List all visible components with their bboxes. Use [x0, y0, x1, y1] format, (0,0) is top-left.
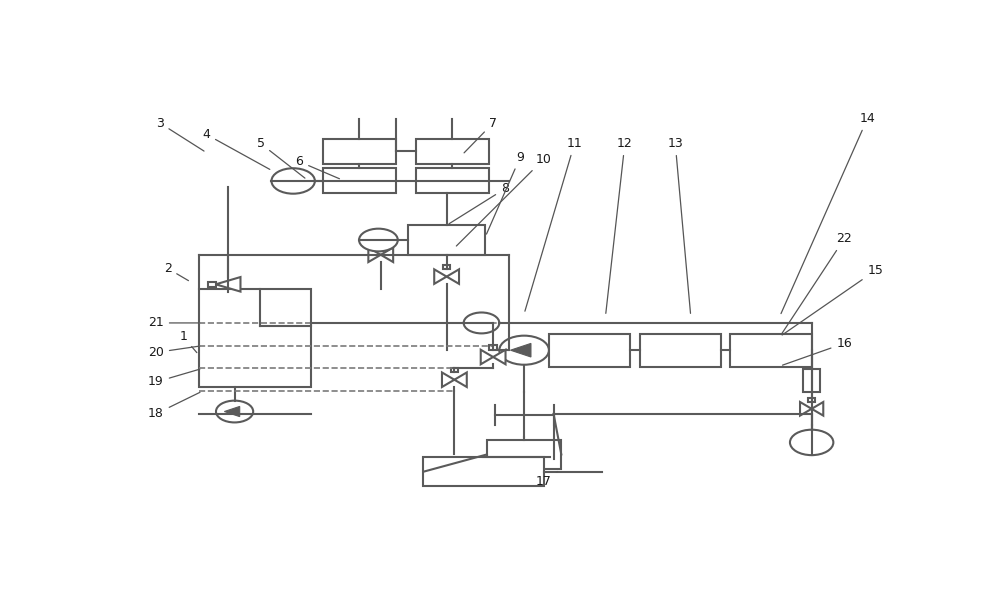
Text: 12: 12	[606, 137, 633, 313]
Bar	[416, 169, 489, 194]
Polygon shape	[216, 277, 240, 291]
Bar	[323, 169, 396, 194]
Circle shape	[216, 401, 253, 422]
Bar	[199, 289, 311, 386]
Polygon shape	[381, 248, 393, 262]
Text: 4: 4	[202, 128, 270, 169]
Polygon shape	[510, 343, 531, 357]
Text: 18: 18	[148, 392, 200, 420]
Bar	[416, 139, 489, 164]
Bar	[408, 225, 485, 255]
Polygon shape	[442, 372, 454, 387]
Circle shape	[359, 229, 398, 251]
Polygon shape	[800, 402, 812, 415]
Bar	[443, 265, 450, 269]
Text: 17: 17	[536, 471, 557, 489]
Circle shape	[271, 168, 315, 194]
Bar	[451, 368, 458, 372]
Text: 5: 5	[257, 137, 305, 178]
Text: 22: 22	[781, 232, 852, 335]
Bar	[489, 345, 497, 350]
Bar	[549, 334, 630, 366]
Polygon shape	[481, 350, 493, 364]
Polygon shape	[447, 269, 459, 284]
Polygon shape	[434, 269, 447, 284]
Bar	[487, 440, 561, 469]
Text: 7: 7	[464, 117, 497, 153]
Text: 14: 14	[781, 112, 875, 313]
Bar	[640, 334, 721, 366]
Bar	[377, 243, 384, 248]
Polygon shape	[493, 350, 506, 364]
Circle shape	[499, 336, 549, 365]
Polygon shape	[454, 372, 467, 387]
Text: 16: 16	[782, 337, 852, 365]
Text: 3: 3	[156, 117, 204, 151]
Text: 11: 11	[525, 137, 582, 311]
Text: 10: 10	[456, 153, 551, 246]
Text: 2: 2	[164, 262, 188, 281]
Bar	[730, 334, 812, 366]
Text: 13: 13	[667, 137, 691, 313]
Bar	[803, 369, 820, 392]
Polygon shape	[812, 402, 823, 415]
Text: 21: 21	[148, 316, 200, 329]
Text: 8: 8	[449, 182, 509, 224]
Bar	[423, 457, 544, 487]
Polygon shape	[224, 407, 240, 417]
Circle shape	[790, 430, 833, 455]
Bar	[323, 139, 396, 164]
Text: 20: 20	[148, 346, 200, 359]
Polygon shape	[368, 248, 381, 262]
Text: 6: 6	[295, 155, 339, 179]
Bar	[208, 282, 216, 287]
Circle shape	[464, 313, 499, 333]
Text: 19: 19	[148, 369, 200, 388]
Text: 15: 15	[782, 264, 883, 335]
Bar	[808, 398, 815, 402]
Text: 1: 1	[179, 330, 197, 353]
Text: 9: 9	[486, 150, 524, 234]
